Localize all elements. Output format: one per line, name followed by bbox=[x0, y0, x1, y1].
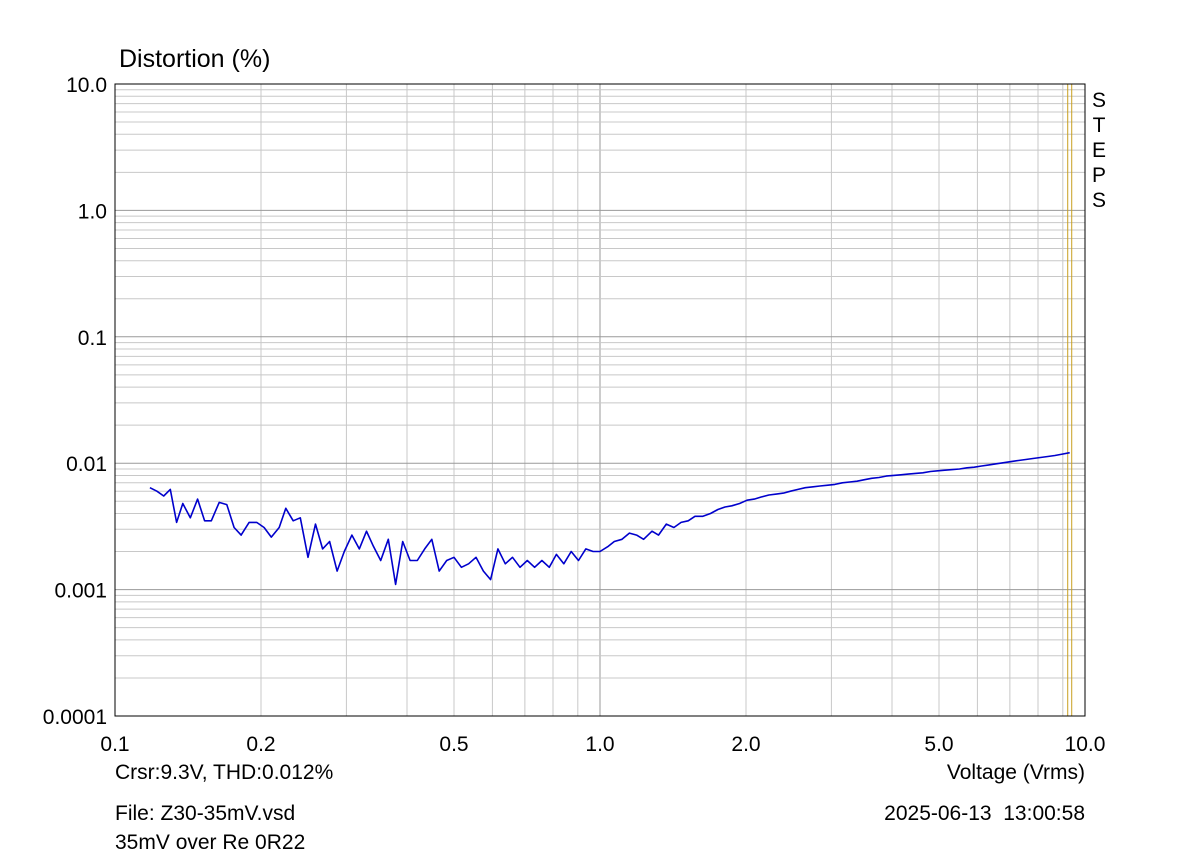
x-tick-label: 0.5 bbox=[439, 733, 468, 756]
plot-border bbox=[114, 83, 1086, 717]
plot-frame bbox=[114, 83, 1086, 717]
grid-lines bbox=[115, 84, 1085, 716]
file-name: File: Z30-35mV.vsd bbox=[115, 802, 296, 825]
time-text: 13:00:58 bbox=[1003, 802, 1085, 825]
y-tick-label: 1.0 bbox=[78, 200, 107, 223]
cursor-readout: Crsr:9.3V, THD:0.012% bbox=[115, 761, 334, 784]
y-tick-label: 0.001 bbox=[54, 580, 107, 603]
y-tick-label: 0.1 bbox=[78, 327, 107, 350]
y-tick-label: 0.01 bbox=[66, 453, 107, 476]
date-text: 2025-06-13 bbox=[884, 802, 992, 825]
steps-letter: S bbox=[1091, 89, 1106, 112]
series-layer bbox=[149, 451, 1070, 586]
timestamp: 2025-06-13 13:00:58 bbox=[884, 803, 1085, 824]
chart-title: Distortion (%) bbox=[119, 45, 271, 73]
tick-labels: 10.0 1.0 0.1 0.01 0.001 0.0001 0.1 0.2 0.5 1.0 2.0… bbox=[43, 74, 1106, 756]
x-tick-label: 0.1 bbox=[100, 733, 129, 756]
x-tick-label: 1.0 bbox=[585, 733, 614, 756]
steps-letter: T bbox=[1092, 114, 1106, 137]
steps-letter: P bbox=[1091, 164, 1106, 187]
y-tick-label: 10.0 bbox=[66, 74, 107, 97]
cursor-lines bbox=[1067, 84, 1073, 716]
steps-letter: S bbox=[1091, 189, 1106, 212]
x-axis-label: Voltage (Vrms) bbox=[946, 761, 1085, 784]
x-tick-label: 5.0 bbox=[924, 733, 953, 756]
thd-series-line bbox=[149, 451, 1070, 586]
steps-marker: S T E P S bbox=[1089, 88, 1109, 213]
x-tick-label: 0.2 bbox=[246, 733, 275, 756]
x-tick-label: 10.0 bbox=[1065, 733, 1106, 756]
y-tick-label: 0.0001 bbox=[43, 706, 107, 729]
measurement-description: 35mV over Re 0R22 bbox=[115, 831, 306, 854]
steps-letter: E bbox=[1091, 139, 1106, 162]
x-tick-label: 2.0 bbox=[731, 733, 760, 756]
